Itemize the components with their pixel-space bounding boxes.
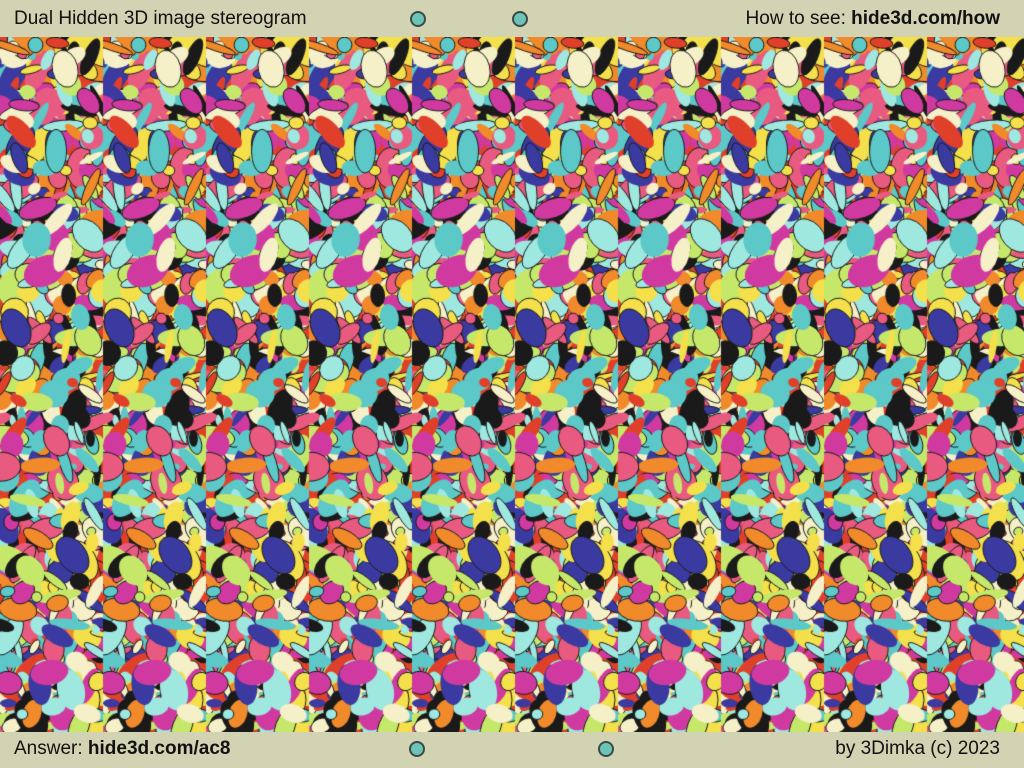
header-bar: Dual Hidden 3D image stereogram How to s… <box>0 0 1024 37</box>
answer-link[interactable]: hide3d.com/ac8 <box>87 738 231 759</box>
answer-label: Answer: <box>14 738 83 759</box>
left-eye-guide-dot <box>410 11 426 27</box>
stereogram-image <box>0 37 1024 732</box>
howto-link[interactable]: hide3d.com/how <box>851 8 1000 29</box>
left-eye-guide-dot <box>409 741 425 757</box>
right-eye-guide-dot <box>512 11 528 27</box>
footer-bar: Answer: hide3d.com/ac8 by 3Dimka (c) 202… <box>0 732 1024 768</box>
right-eye-guide-dot <box>598 741 614 757</box>
page-title: Dual Hidden 3D image stereogram <box>14 8 307 29</box>
howto: How to see: hide3d.com/how <box>746 0 1000 37</box>
credit: by 3Dimka (c) 2023 <box>835 738 1000 759</box>
howto-label: How to see: <box>745 8 846 29</box>
answer: Answer: hide3d.com/ac8 <box>14 732 230 766</box>
